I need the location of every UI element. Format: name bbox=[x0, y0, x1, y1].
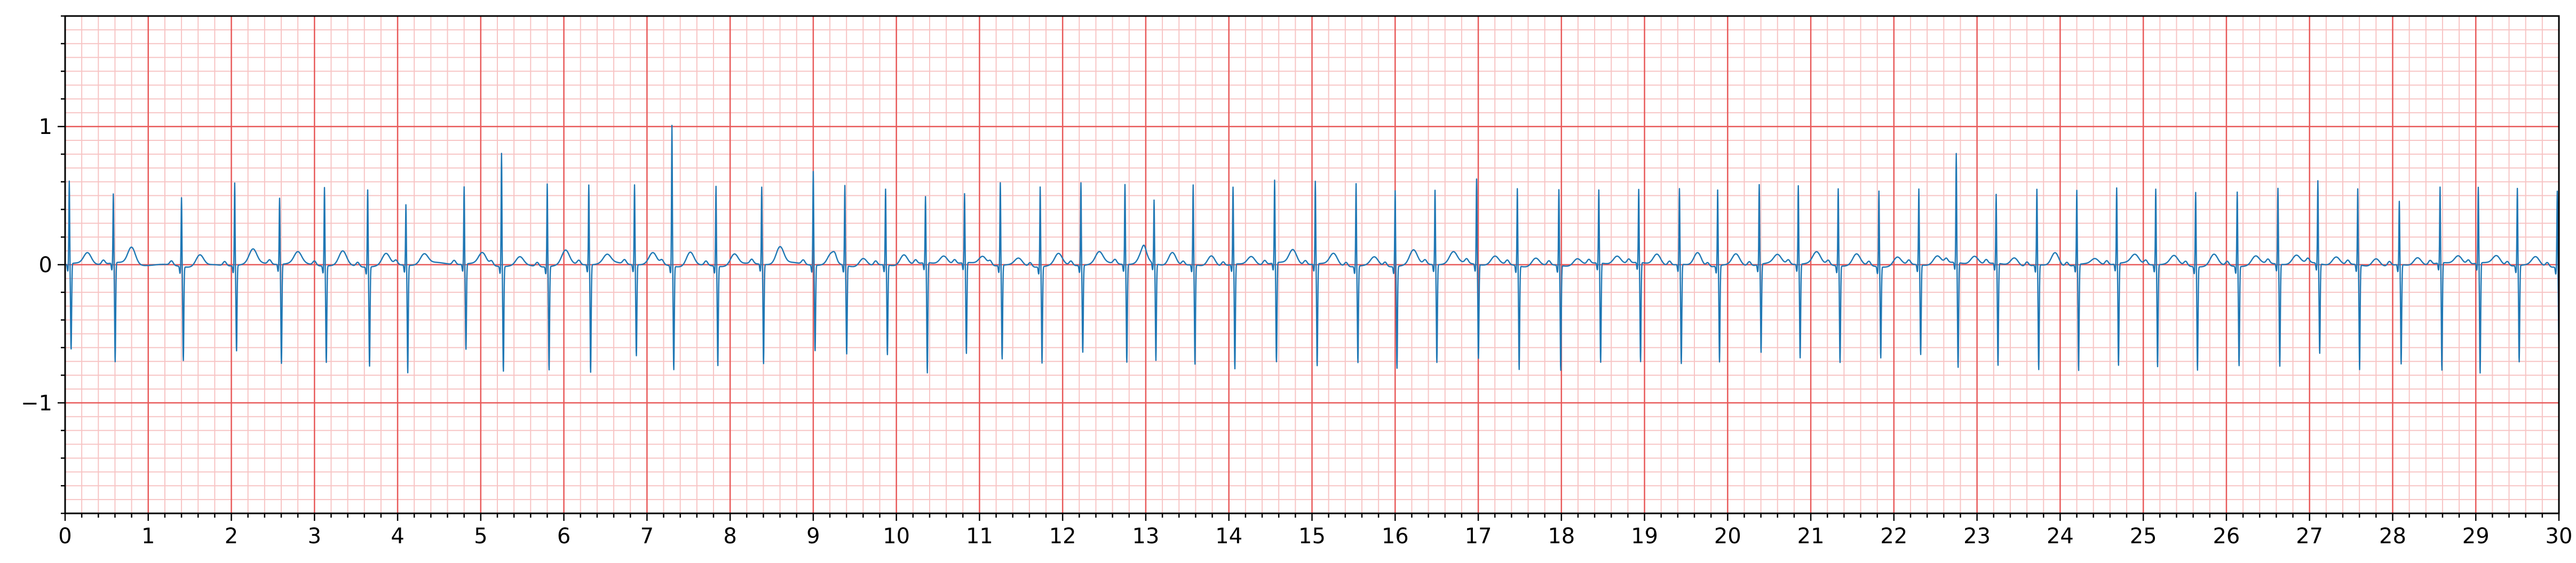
x-tick-label: 28 bbox=[2379, 524, 2406, 549]
ecg-trace-line bbox=[65, 124, 2560, 374]
x-tick-label: 6 bbox=[557, 524, 570, 549]
ecg-trace-layer bbox=[65, 124, 2560, 374]
x-tick-label: 1 bbox=[141, 524, 155, 549]
x-tick-label: 27 bbox=[2296, 524, 2323, 549]
x-tick-label: 13 bbox=[1132, 524, 1160, 549]
x-tick-label: 25 bbox=[2130, 524, 2157, 549]
x-tick-label: 5 bbox=[474, 524, 487, 549]
x-tick-label: 29 bbox=[2462, 524, 2490, 549]
x-tick-label: 20 bbox=[1714, 524, 1741, 549]
x-tick-label: 11 bbox=[966, 524, 993, 549]
y-tick-label: 0 bbox=[39, 253, 52, 277]
x-tick-label: 10 bbox=[883, 524, 910, 549]
x-tick-label: 19 bbox=[1631, 524, 1658, 549]
x-tick-label: 23 bbox=[1963, 524, 1991, 549]
x-tick-label: 14 bbox=[1215, 524, 1242, 549]
x-tick-label: 24 bbox=[2047, 524, 2074, 549]
x-tick-label: 12 bbox=[1049, 524, 1076, 549]
x-tick-label: 26 bbox=[2213, 524, 2240, 549]
x-tick-label: 16 bbox=[1382, 524, 1409, 549]
x-tick-label: 22 bbox=[1880, 524, 1907, 549]
x-tick-label: 7 bbox=[640, 524, 654, 549]
y-tick-label: 1 bbox=[39, 115, 52, 139]
x-tick-label: 8 bbox=[723, 524, 736, 549]
x-tick-label: 17 bbox=[1465, 524, 1492, 549]
x-tick-label: 18 bbox=[1548, 524, 1575, 549]
axis-ticks bbox=[58, 15, 2560, 521]
x-tick-label: 2 bbox=[225, 524, 238, 549]
x-tick-label: 3 bbox=[308, 524, 321, 549]
x-tick-label: 4 bbox=[391, 524, 404, 549]
x-tick-label: 0 bbox=[58, 524, 72, 549]
x-tick-label: 15 bbox=[1298, 524, 1326, 549]
x-tick-label: 30 bbox=[2546, 524, 2573, 549]
tick-labels: 0 1 2 3 4 5 6 7 8 9 10 11 12 13 14 15 16 17 18 19 20 21 22 23 24… bbox=[21, 115, 2572, 549]
x-tick-label: 21 bbox=[1797, 524, 1825, 549]
x-tick-label: 9 bbox=[806, 524, 820, 549]
y-tick-label: −1 bbox=[21, 391, 52, 416]
